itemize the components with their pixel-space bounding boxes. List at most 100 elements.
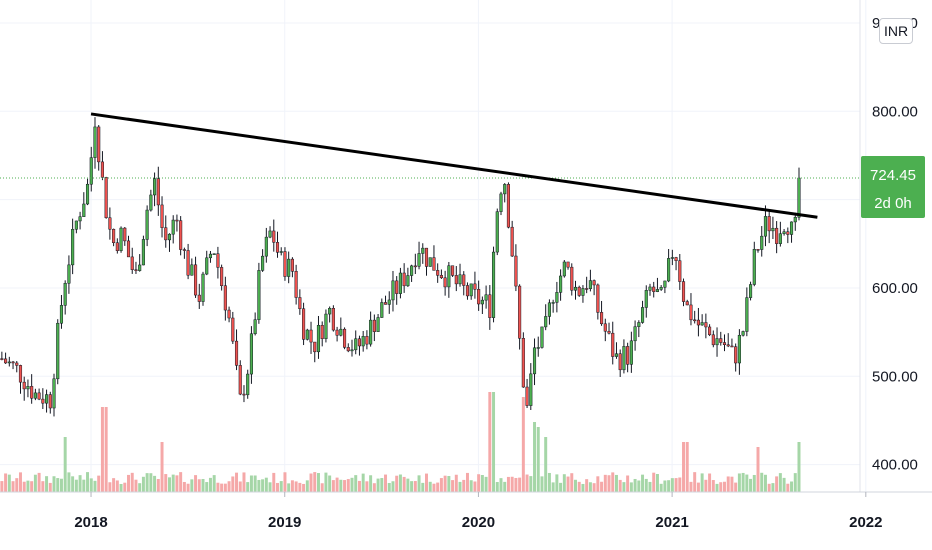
volume-bar	[22, 481, 26, 492]
volume-bar	[443, 475, 447, 492]
candle-body	[469, 283, 473, 297]
volume-bar	[521, 397, 525, 492]
volume-bar	[499, 478, 503, 492]
candle-body	[261, 255, 265, 271]
candle-body	[115, 242, 119, 251]
candle-body	[264, 236, 268, 257]
candle-body	[585, 288, 589, 290]
volume-bar	[760, 472, 764, 492]
volume-bar	[793, 473, 797, 492]
volume-bar	[484, 476, 488, 492]
volume-bar	[629, 482, 633, 492]
candle-body	[421, 247, 425, 254]
candle-body	[309, 329, 313, 343]
candle-body	[756, 249, 760, 251]
volume-bar	[797, 442, 801, 492]
volume-bar	[734, 482, 738, 492]
volume-bar	[540, 476, 544, 492]
candle-body	[22, 381, 26, 390]
volume-bar	[391, 481, 395, 492]
candle-body	[752, 249, 756, 285]
candle-body	[45, 394, 49, 404]
time-axis[interactable]: 2018 2019 2020 2021 2022	[74, 492, 882, 531]
volume-bar	[123, 482, 127, 492]
volume-bar	[82, 479, 86, 492]
candle-body	[130, 256, 134, 270]
volume-bar	[30, 481, 34, 492]
candle-body	[689, 304, 693, 321]
candles	[0, 117, 801, 417]
volume-bar	[190, 479, 194, 492]
candle-body	[294, 271, 298, 298]
candle-body	[771, 227, 775, 232]
volume-bar	[670, 478, 674, 492]
candle-body	[164, 227, 168, 241]
volume-bar	[652, 472, 656, 492]
candle-body	[670, 257, 674, 259]
volume-bar	[570, 473, 574, 492]
candle-body	[745, 297, 749, 332]
volume-bar	[514, 477, 518, 492]
volume-bar	[585, 479, 589, 492]
volume-bar	[417, 475, 421, 492]
volume-bar	[711, 480, 715, 492]
candle-body	[335, 329, 339, 336]
candle-body	[499, 193, 503, 212]
candle-body	[182, 249, 186, 251]
volume-bar	[603, 474, 607, 492]
volume-bar	[607, 475, 611, 492]
candle-body	[763, 216, 768, 237]
volume-bar	[89, 478, 93, 492]
volume-bar	[257, 479, 261, 492]
volume-bar	[410, 481, 414, 492]
candle-body	[380, 302, 384, 318]
volume-bar	[354, 475, 358, 492]
candle-body	[477, 289, 481, 305]
volume-bar	[555, 474, 559, 492]
volume-bar	[495, 482, 499, 492]
candle-body	[15, 362, 19, 366]
candle-body	[238, 365, 242, 395]
volume-bar	[559, 482, 563, 492]
volume-bar	[790, 481, 794, 492]
volume-bar	[525, 474, 529, 492]
price-badge: 724.45 2d 0h	[861, 156, 925, 218]
volume-bar	[261, 479, 265, 492]
volume-bar	[186, 483, 190, 492]
candle-body	[514, 255, 518, 287]
candle-body	[108, 217, 112, 230]
candle-body	[89, 157, 93, 185]
candle-body	[153, 178, 157, 196]
candle-body	[789, 221, 794, 235]
trendline[interactable]	[90, 112, 818, 219]
volume-bar	[287, 483, 291, 492]
volume-bar	[577, 481, 581, 492]
volume-bar	[328, 475, 332, 492]
candle-body	[350, 349, 354, 352]
candle-body	[190, 264, 194, 276]
volume-bar	[462, 479, 466, 492]
candle-body	[708, 326, 712, 336]
candle-body	[268, 230, 272, 238]
volume-bar	[614, 474, 618, 492]
volume-bar	[160, 442, 164, 492]
volume-bar	[689, 481, 693, 492]
volume-bar	[231, 476, 235, 492]
currency-button[interactable]: INR	[879, 18, 913, 44]
volume-bar	[276, 482, 279, 492]
volume-bar	[510, 476, 514, 492]
candle-body	[201, 273, 205, 302]
candle-body	[56, 322, 60, 380]
volume-bar	[305, 480, 309, 492]
volume-bar	[220, 483, 224, 492]
volume-bar	[127, 474, 130, 492]
candle-body	[52, 378, 56, 409]
volume-bar	[208, 477, 212, 492]
time-tick-label: 2019	[268, 514, 301, 531]
volume-bar	[212, 475, 216, 492]
candle-body	[134, 269, 138, 271]
volume-bar	[268, 482, 272, 492]
volume-bar	[167, 477, 171, 492]
